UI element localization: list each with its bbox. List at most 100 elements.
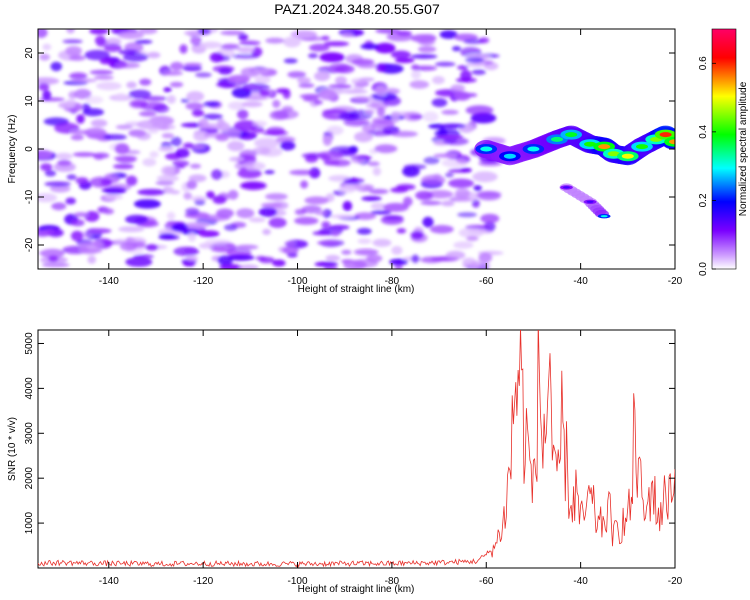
noise-blob (352, 258, 379, 268)
noise-blob (195, 72, 212, 78)
noise-blob (356, 227, 372, 235)
noise-blob (45, 229, 55, 235)
noise-blob (372, 167, 382, 176)
noise-blob (471, 69, 486, 75)
noise-blob (190, 163, 201, 169)
noise-blob (383, 215, 404, 220)
signal-core (565, 132, 578, 138)
signal-core (503, 153, 516, 159)
x-tick-label: -40 (573, 276, 588, 287)
noise-blob (104, 43, 122, 53)
noise-blob (467, 229, 493, 234)
y-tick-label: 1000 (24, 512, 35, 535)
noise-blob (477, 191, 501, 201)
noise-blob (434, 61, 456, 67)
noise-blob (448, 178, 475, 188)
noise-blob (183, 62, 203, 67)
noise-blob (265, 193, 288, 201)
noise-blob (323, 159, 340, 166)
noise-blob (239, 40, 261, 46)
noise-blob (44, 170, 57, 177)
noise-blob (71, 230, 84, 242)
snr-panel: -140 -120 -100 -80 -60 -40 -20 1000 2000 3000 400… (7, 329, 683, 595)
noise-blob (74, 88, 92, 100)
noise-blob (188, 174, 207, 183)
noise-blob (202, 123, 222, 130)
noise-blob (340, 32, 354, 38)
colorbar-gradient (711, 28, 737, 270)
signal-core (551, 136, 563, 142)
noise-blob (265, 37, 285, 44)
noise-blob (466, 236, 479, 242)
noise-blob (465, 105, 494, 116)
noise-blob (241, 101, 263, 108)
noise-blob (105, 37, 122, 46)
noise-blob (153, 104, 170, 114)
noise-blob (471, 199, 480, 208)
noise-blob (69, 55, 86, 61)
colorbar-tick-label: 0.2 (698, 193, 709, 207)
noise-blob (258, 256, 275, 264)
noise-blob (155, 180, 175, 186)
noise-blob (283, 58, 298, 64)
noise-blob (82, 108, 105, 117)
noise-blob (118, 31, 144, 40)
noise-blob (294, 216, 319, 225)
noise-blob (191, 109, 205, 117)
colorbar-ticks: 0.0 0.2 0.4 0.6 (698, 56, 716, 276)
noise-blob (183, 192, 192, 200)
noise-blob (323, 41, 350, 47)
noise-blob (65, 98, 77, 107)
noise-blob (41, 262, 70, 268)
noise-blob (389, 258, 408, 266)
x-tick-label: -140 (99, 576, 119, 587)
signal-core (600, 215, 608, 218)
noise-blob (241, 161, 266, 171)
noise-blob (338, 149, 357, 155)
noise-blob (44, 181, 71, 187)
noise-blob (235, 47, 255, 52)
noise-blob (42, 90, 52, 101)
noise-blob (96, 39, 109, 48)
noise-blob (217, 255, 233, 266)
noise-blob (351, 58, 375, 66)
noise-blob (198, 230, 220, 238)
noise-blob (238, 264, 259, 269)
noise-blob (161, 133, 174, 139)
noise-blob (368, 188, 389, 195)
noise-blob (280, 141, 296, 151)
noise-blob (259, 90, 271, 97)
signal-core (527, 146, 540, 152)
noise-blob (227, 140, 245, 152)
noise-blob (162, 70, 183, 76)
noise-blob (131, 101, 148, 107)
noise-blob (423, 156, 440, 165)
noise-blob (453, 241, 474, 249)
noise-blob (254, 137, 281, 149)
noise-blob (268, 217, 287, 228)
snr-frame (37, 329, 676, 569)
noise-blob (99, 58, 114, 65)
noise-blob (258, 207, 278, 217)
signal-core (598, 144, 611, 150)
noise-blob (402, 166, 420, 177)
noise-blob (79, 244, 100, 255)
noise-blob (126, 175, 138, 186)
noise-blob (328, 84, 352, 89)
noise-blob (343, 177, 365, 185)
x-tick-label: -100 (288, 576, 308, 587)
noise-blob (38, 250, 65, 256)
noise-blob (38, 83, 50, 91)
noise-blob (341, 249, 352, 255)
noise-blob (330, 229, 341, 237)
noise-blob (103, 194, 124, 200)
noise-blob (316, 151, 344, 160)
y-tick-label: 10 (24, 95, 35, 107)
noise-blob (215, 134, 229, 142)
noise-blob (364, 109, 375, 115)
noise-blob (352, 95, 373, 102)
noise-blob (281, 105, 294, 112)
noise-blob (103, 173, 119, 180)
noise-blob (301, 205, 322, 214)
noise-blob (126, 81, 137, 89)
